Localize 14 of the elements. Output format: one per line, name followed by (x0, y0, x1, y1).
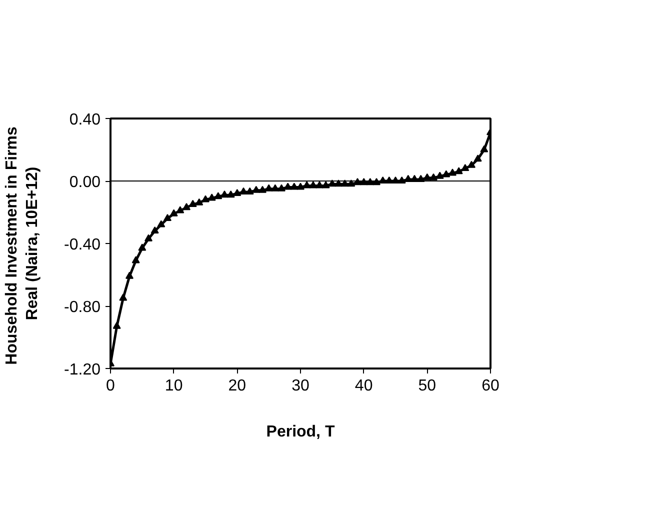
y-axis-title: Household Investment in Firms Real (Naira, 10E+12) (4, 126, 42, 365)
x-tick-label: 0 (106, 378, 116, 394)
y-tick-label: 0.00 (69, 174, 101, 191)
y-tick-label: -1.20 (64, 362, 101, 378)
x-tick-label: 30 (292, 378, 310, 394)
x-axis-title: Period, T (266, 424, 335, 440)
x-tick-label: 20 (228, 378, 246, 394)
x-tick-label: 60 (482, 378, 500, 394)
x-tick-label: 40 (354, 378, 373, 394)
y-tick-label: -0.80 (64, 299, 101, 316)
y-tick-label: -0.40 (64, 236, 101, 254)
x-tick-label: 50 (418, 378, 436, 394)
y-tick-label: 0.40 (69, 112, 101, 128)
x-tick-label: 10 (164, 378, 183, 394)
